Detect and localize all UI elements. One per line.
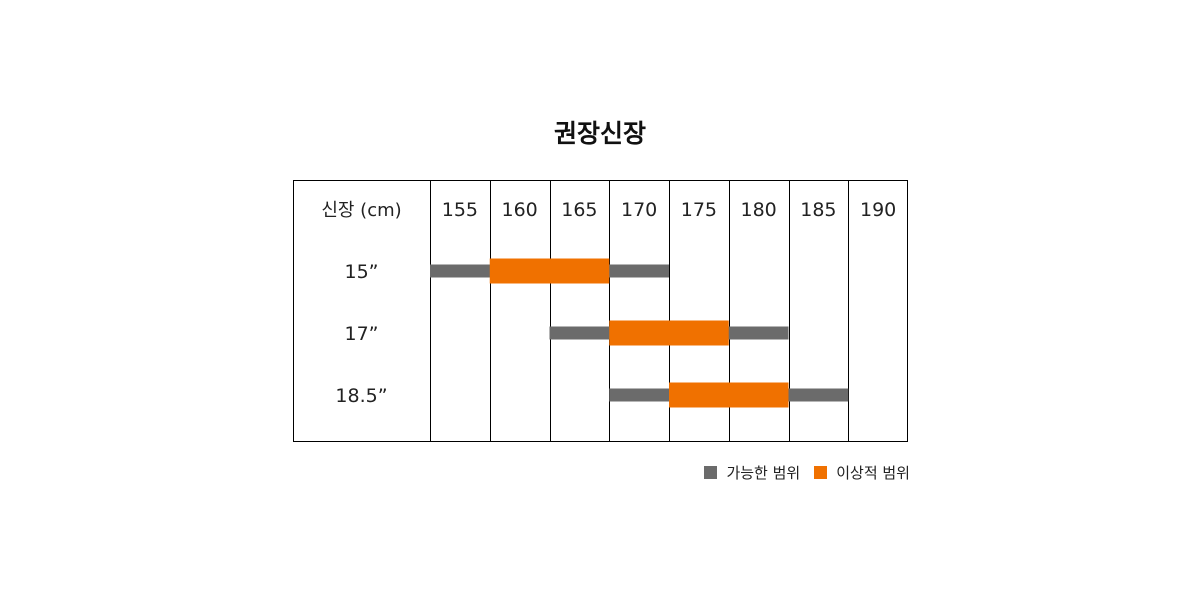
x-tick-label: 160 (501, 199, 537, 221)
row-label: 15” (344, 261, 378, 283)
row-label: 18.5” (335, 385, 387, 407)
row-label: 17” (344, 323, 378, 345)
x-tick-label: 165 (561, 199, 597, 221)
legend-swatch-possible (704, 466, 718, 479)
chart-frame (293, 180, 908, 442)
chart-title: 권장신장 (553, 119, 646, 148)
x-tick-label: 185 (800, 199, 836, 221)
corner-label: 신장 (cm) (321, 200, 401, 221)
x-tick-label: 180 (740, 199, 776, 221)
legend-label-possible: 가능한 범위 (726, 464, 801, 482)
legend-label-ideal: 이상적 범위 (836, 464, 910, 482)
ideal-range-bar (669, 382, 789, 408)
x-tick-label: 155 (442, 199, 478, 221)
ideal-range-bar (489, 258, 610, 284)
x-tick-label: 190 (860, 199, 896, 221)
x-tick-label: 175 (681, 199, 717, 221)
legend: 가능한 범위 이상적 범위 (690, 462, 910, 483)
legend-item-ideal: 이상적 범위 (814, 462, 910, 483)
legend-swatch-ideal (814, 466, 828, 479)
x-tick-label: 170 (621, 199, 657, 221)
legend-item-possible: 가능한 범위 (704, 462, 800, 483)
ideal-range-bar (609, 320, 729, 346)
